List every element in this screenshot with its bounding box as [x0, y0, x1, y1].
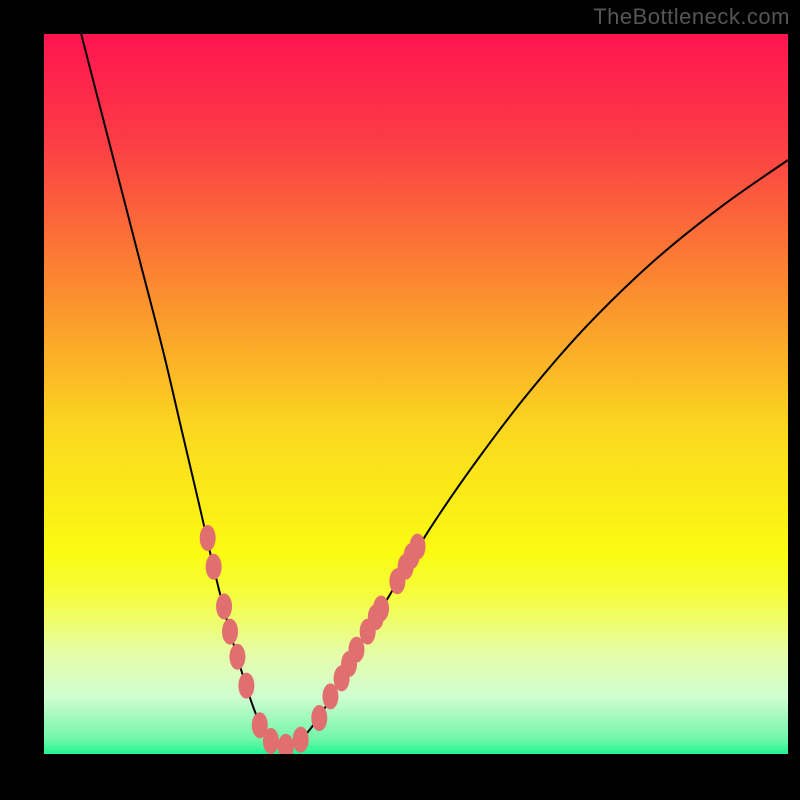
- curve-marker: [409, 534, 425, 560]
- watermark-text: TheBottleneck.com: [593, 4, 790, 30]
- curve-marker: [216, 593, 232, 619]
- curve-marker: [206, 554, 222, 580]
- curve-left-branch: [81, 34, 278, 747]
- plot-area: [44, 34, 788, 754]
- curve-marker: [293, 727, 309, 753]
- curve-marker: [311, 705, 327, 731]
- curve-marker: [373, 596, 389, 622]
- curve-marker: [278, 734, 294, 754]
- curve-markers: [200, 525, 426, 754]
- curve-marker: [200, 525, 216, 551]
- curve-marker: [263, 728, 279, 754]
- curve-marker: [222, 619, 238, 645]
- curve-marker: [229, 644, 245, 670]
- bottleneck-curve-chart: [44, 34, 788, 754]
- curve-marker: [238, 673, 254, 699]
